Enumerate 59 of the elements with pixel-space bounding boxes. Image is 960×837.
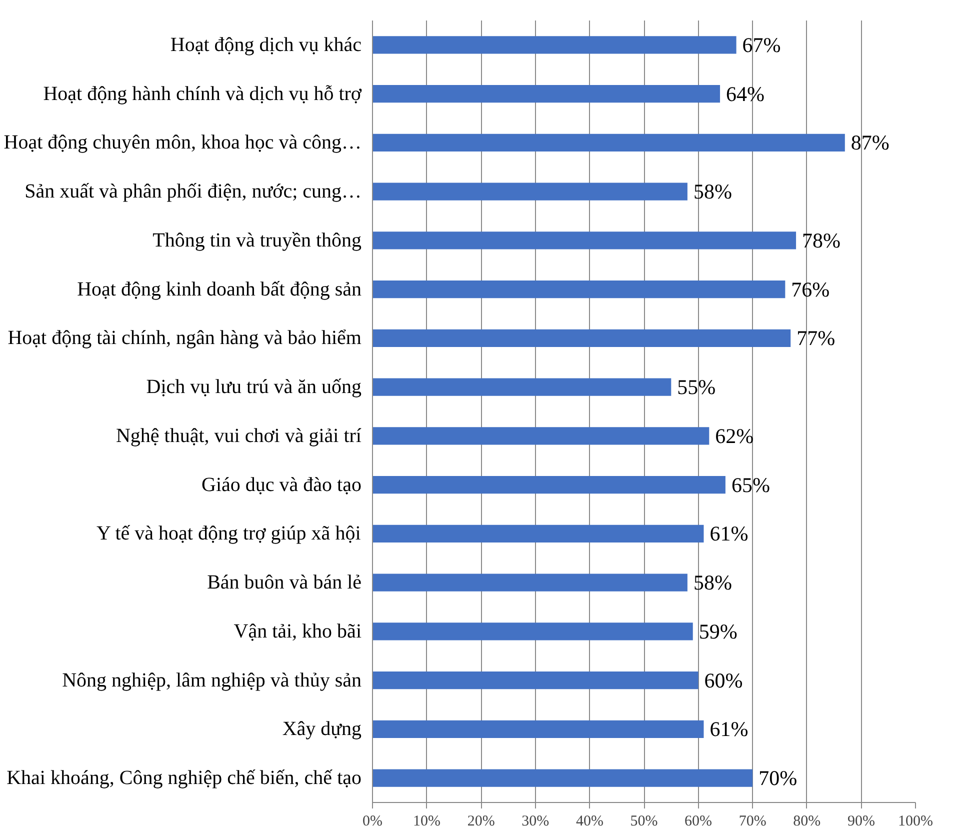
bar [372,36,736,54]
x-tick-label: 60% [684,814,712,830]
bar [372,427,710,445]
bar [372,672,698,690]
y-tick-label: Vận tải, kho bãi [234,620,362,642]
bar [372,769,753,787]
data-label: 87% [850,130,890,155]
y-tick-label: Hoạt động kinh doanh bất động sản [77,278,362,300]
bar [372,182,688,200]
bar [372,85,720,103]
y-tick-label: Hoạt động hành chính và dịch vụ hỗ trợ [43,82,362,105]
x-tick-label: 40% [576,814,604,830]
bar [372,476,726,494]
y-tick-label: Y tế và hoạt động trợ giúp xã hội [96,522,362,545]
x-tick-label: 0% [362,814,382,830]
bar [372,378,672,396]
x-tick-label: 50% [630,814,658,830]
x-tick-label: 10% [413,814,441,830]
data-label: 61% [710,522,748,546]
y-tick-label: Hoạt động chuyên môn, khoa học và công… [4,132,362,154]
data-label: 60% [704,668,743,692]
y-tick-label: Giáo dục và đào tạo [202,474,362,496]
data-label: 62% [715,424,754,448]
bar [372,329,791,347]
data-label: 58% [693,570,732,595]
y-tick-label: Hoạt động dịch vụ khác [170,34,362,56]
y-tick-label: Thông tin và truyền thông [152,229,362,252]
bar [372,280,786,298]
x-tick-label: 90% [847,814,875,830]
data-label: 61% [710,717,748,742]
bar [372,524,704,542]
data-label: 58% [693,180,732,204]
y-tick-label: Hoạt động tài chính, ngân hàng và bảo hiểm [8,327,362,350]
x-tick-label: 30% [522,814,550,830]
x-tick-label: 70% [738,814,766,830]
y-tick-label: Nông nghiệp, lâm nghiệp và thủy sản [62,669,362,692]
y-tick-label: Xây dựng [282,718,362,740]
x-tick-label: 20% [467,814,495,830]
y-tick-label: Dịch vụ lưu trú và ăn uống [146,376,362,398]
data-label: 67% [742,32,781,57]
data-label: 65% [731,472,770,497]
data-label: 59% [698,619,738,644]
data-label: 70% [758,766,798,790]
y-tick-label: Khai khoáng, Công nghiệp chế biến, chế tạo [6,767,362,790]
x-tick-label: 100% [898,814,933,830]
data-label: 64% [726,82,765,106]
data-label: 76% [791,277,830,302]
bar [372,622,693,640]
y-tick-label: Sản xuất và phân phối điện, nước; cung… [24,180,362,203]
bar [372,720,704,738]
bar [372,134,845,152]
bar [372,232,796,250]
data-label: 77% [796,326,836,350]
y-tick-label: Bán buôn và bán lẻ [207,572,362,594]
x-tick-label: 80% [793,814,821,830]
y-tick-label: Nghệ thuật, vui chơi và giải trí [116,424,362,447]
data-label: 78% [802,228,841,252]
bar [372,574,688,592]
data-label: 55% [677,375,716,400]
